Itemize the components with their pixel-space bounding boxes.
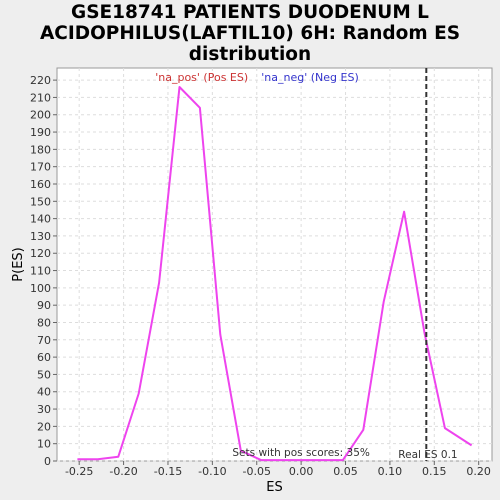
x-axis-label: ES (266, 480, 282, 495)
y-tick-label: 10 (37, 438, 51, 451)
y-tick-label: 140 (30, 213, 51, 226)
x-tick-label: -0.20 (109, 465, 137, 478)
x-tick-label: 0.15 (422, 465, 447, 478)
y-tick-label: 40 (37, 386, 51, 399)
x-tick-label: -0.10 (198, 465, 226, 478)
y-tick-label: 120 (30, 247, 51, 260)
y-tick-label: 20 (37, 420, 51, 433)
y-tick-label: 30 (37, 403, 51, 416)
y-tick-label: 150 (30, 195, 51, 208)
x-tick-label: 0.10 (378, 465, 403, 478)
y-tick-label: 130 (30, 230, 51, 243)
legend-neg-es: 'na_neg' (Neg ES) (261, 71, 358, 84)
real-es-label: Real ES 0.1 (398, 449, 457, 461)
pos-scores-annotation: Sets with pos scores: 35% (232, 447, 369, 459)
y-tick-label: 160 (30, 178, 51, 191)
chart-title: GSE18741 PATIENTS DUODENUM L ACIDOPHILUS… (0, 2, 500, 65)
y-tick-label: 200 (30, 109, 51, 122)
chart-title-line-3: distribution (188, 44, 312, 65)
x-axis-ticks: -0.25 -0.20 -0.15 -0.10 -0.05 0.00 0.05 0.10 0.1… (65, 461, 491, 478)
y-tick-label: 80 (37, 316, 51, 329)
y-axis-label: P(ES) (11, 247, 26, 281)
y-tick-label: 90 (37, 299, 51, 312)
y-axis-ticks: 0 10 20 30 40 50 60 70 80 90 100 110 120 130 140 150 160… (30, 74, 57, 468)
plot-area (56, 67, 493, 462)
y-tick-label: 0 (44, 455, 51, 468)
y-tick-label: 170 (30, 161, 51, 174)
x-tick-label: -0.25 (65, 465, 93, 478)
x-tick-label: -0.15 (154, 465, 182, 478)
x-tick-label: 0.05 (333, 465, 358, 478)
y-tick-label: 110 (30, 265, 51, 278)
grid (57, 68, 492, 462)
y-tick-label: 190 (30, 126, 51, 139)
y-tick-label: 100 (30, 282, 51, 295)
es-distribution-line (77, 86, 473, 462)
x-tick-label: -0.05 (243, 465, 271, 478)
legend-pos-es: 'na_pos' (Pos ES) (155, 71, 248, 84)
x-tick-label: 0.20 (466, 465, 491, 478)
chart-title-line-1: GSE18741 PATIENTS DUODENUM L (71, 2, 429, 23)
x-tick-label: 0.00 (289, 465, 314, 478)
y-tick-label: 60 (37, 351, 51, 364)
y-tick-label: 220 (30, 74, 51, 87)
series-layer (77, 86, 473, 462)
y-tick-label: 210 (30, 91, 51, 104)
y-tick-label: 180 (30, 143, 51, 156)
chart-title-line-2: ACIDOPHILUS(LAFTIL10) 6H: Random ES (39, 23, 461, 44)
y-tick-label: 50 (37, 368, 51, 381)
y-tick-label: 70 (37, 334, 51, 347)
